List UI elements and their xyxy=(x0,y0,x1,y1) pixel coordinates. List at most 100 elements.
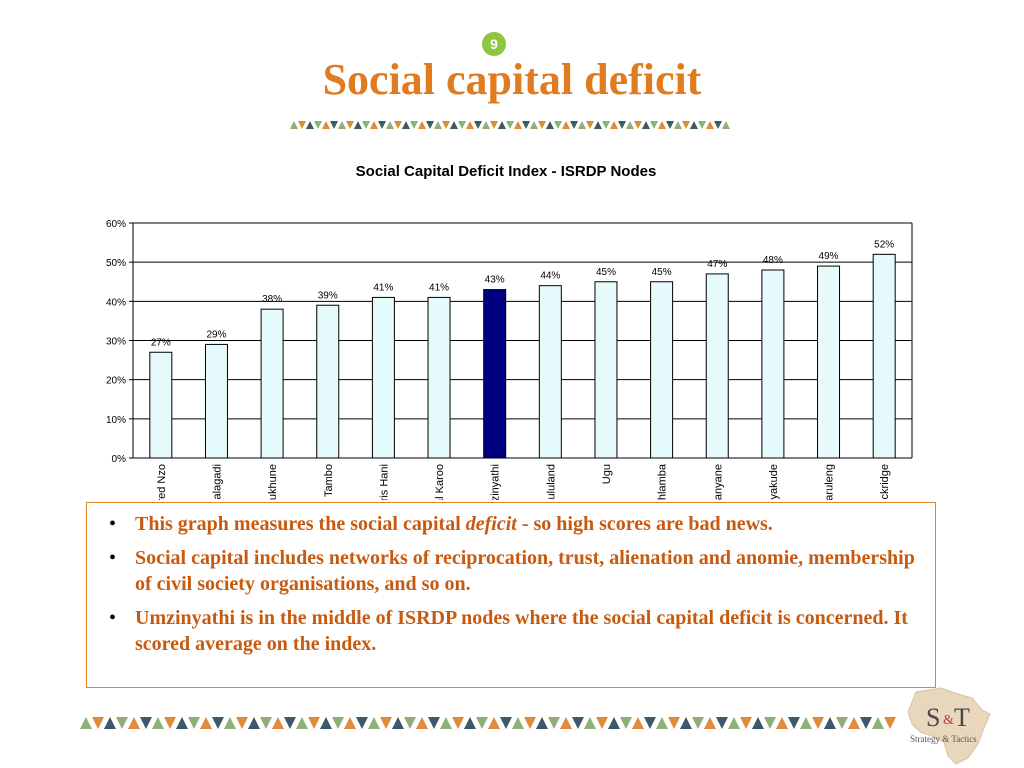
border-triangle xyxy=(740,717,752,729)
border-triangle xyxy=(602,121,610,129)
x-tick-label: Sekhukhune xyxy=(267,464,279,500)
data-label: 52% xyxy=(874,239,894,250)
border-triangle xyxy=(666,121,674,129)
bullet-item: Umzinyathi is in the middle of ISRDP nod… xyxy=(109,605,923,657)
data-label: 45% xyxy=(596,267,616,278)
border-triangle xyxy=(620,717,632,729)
bottom-decorative-border xyxy=(80,717,896,729)
data-label: 45% xyxy=(652,267,672,278)
border-triangle xyxy=(434,121,442,129)
bar-thabo-mofutsanyane xyxy=(705,273,729,459)
border-triangle xyxy=(498,121,506,129)
border-triangle xyxy=(800,717,812,729)
bar-maruleng xyxy=(817,265,841,459)
border-triangle xyxy=(322,121,330,129)
border-triangle xyxy=(416,717,428,729)
border-triangle xyxy=(284,717,296,729)
border-triangle xyxy=(248,717,260,729)
border-triangle xyxy=(650,121,658,129)
border-triangle xyxy=(330,121,338,129)
bar-umkhanyakude xyxy=(761,269,785,459)
data-label: 44% xyxy=(540,271,560,282)
border-triangle xyxy=(92,717,104,729)
border-triangle xyxy=(290,121,298,129)
border-triangle xyxy=(80,717,92,729)
border-triangle xyxy=(346,121,354,129)
border-triangle xyxy=(722,121,730,129)
border-triangle xyxy=(716,717,728,729)
border-triangle xyxy=(260,717,272,729)
border-triangle xyxy=(380,717,392,729)
border-triangle xyxy=(272,717,284,729)
logo-mark-amp: & xyxy=(943,713,954,728)
border-triangle xyxy=(314,121,322,129)
border-triangle xyxy=(682,121,690,129)
data-label: 41% xyxy=(429,282,449,293)
border-triangle xyxy=(140,717,152,729)
x-tick-label: Bushbuckridge xyxy=(879,464,891,500)
border-triangle xyxy=(464,717,476,729)
border-triangle xyxy=(354,121,362,129)
st-logo: S & T Strategy & Tactics xyxy=(907,687,991,765)
data-label: 47% xyxy=(707,259,727,270)
border-triangle xyxy=(706,121,714,129)
border-triangle xyxy=(656,717,668,729)
border-triangle xyxy=(692,717,704,729)
border-triangle xyxy=(536,717,548,729)
border-triangle xyxy=(482,121,490,129)
border-triangle xyxy=(402,121,410,129)
border-triangle xyxy=(474,121,482,129)
border-triangle xyxy=(884,717,896,729)
border-triangle xyxy=(392,717,404,729)
border-triangle xyxy=(632,717,644,729)
border-triangle xyxy=(704,717,716,729)
border-triangle xyxy=(690,121,698,129)
border-triangle xyxy=(776,717,788,729)
bar-alfred-nzo xyxy=(149,351,173,459)
x-tick-label: Ukhahlamba xyxy=(657,463,669,500)
border-triangle xyxy=(586,121,594,129)
data-label: 48% xyxy=(763,255,783,266)
border-triangle xyxy=(386,121,394,129)
bullet-list: This graph measures the social capital d… xyxy=(87,503,935,657)
chart-title: Social Capital Deficit Index - ISRDP Nod… xyxy=(356,163,657,180)
border-triangle xyxy=(562,121,570,129)
border-triangle xyxy=(306,121,314,129)
border-triangle xyxy=(332,717,344,729)
x-tick-label: Maruleng xyxy=(824,464,836,500)
border-triangle xyxy=(370,121,378,129)
border-triangle xyxy=(594,121,602,129)
logo-mark-s: S xyxy=(926,703,940,732)
top-decorative-border xyxy=(290,121,730,129)
border-triangle xyxy=(578,121,586,129)
border-triangle xyxy=(164,717,176,729)
bar-central-karoo xyxy=(427,296,451,459)
border-triangle xyxy=(308,717,320,729)
bar-chris-hani xyxy=(371,296,395,459)
y-tick-label: 40% xyxy=(106,297,126,308)
border-triangle xyxy=(466,121,474,129)
border-triangle xyxy=(356,717,368,729)
x-tick-label: Ugu xyxy=(601,464,613,484)
notes-box: This graph measures the social capital d… xyxy=(86,502,936,688)
border-triangle xyxy=(418,121,426,129)
y-tick-label: 10% xyxy=(106,415,126,426)
border-triangle xyxy=(368,717,380,729)
data-label: 49% xyxy=(819,251,839,262)
africa-map-icon xyxy=(907,687,991,765)
bar-ukhahlamba xyxy=(650,281,674,459)
border-triangle xyxy=(152,717,164,729)
border-triangle xyxy=(440,717,452,729)
border-triangle xyxy=(298,121,306,129)
border-triangle xyxy=(452,717,464,729)
border-triangle xyxy=(530,121,538,129)
data-label: 43% xyxy=(485,275,505,286)
border-triangle xyxy=(524,717,536,729)
border-triangle xyxy=(426,121,434,129)
bullet-text: Umzinyathi is in the middle of ISRDP nod… xyxy=(135,607,908,655)
bar-sekhukhune xyxy=(260,308,284,459)
border-triangle xyxy=(848,717,860,729)
bullet-text-pre: This graph measures the social capital xyxy=(135,513,466,535)
bar-chart: Social Capital Deficit Index - ISRDP Nod… xyxy=(106,163,913,500)
bullet-item: Social capital includes networks of reci… xyxy=(109,545,923,597)
